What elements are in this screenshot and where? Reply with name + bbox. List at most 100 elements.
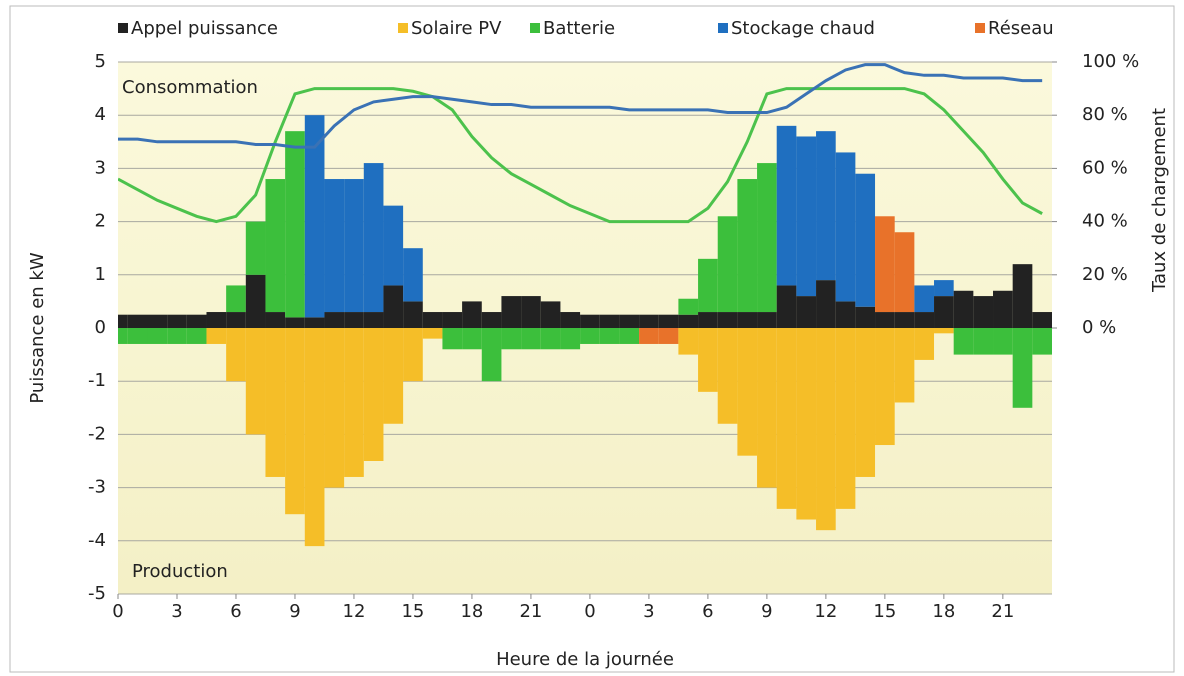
bar <box>776 125 797 286</box>
bar <box>540 301 561 328</box>
bar <box>226 312 246 328</box>
bar <box>599 314 620 328</box>
bar <box>245 221 266 275</box>
x-tick-label: 0 <box>112 601 123 622</box>
x-tick-label: 12 <box>814 601 837 622</box>
x-tick-label: 6 <box>702 601 713 622</box>
bar <box>580 328 600 344</box>
legend-swatch <box>530 23 540 33</box>
bar <box>1032 328 1052 355</box>
bar <box>737 328 758 456</box>
x-tick-label: 3 <box>643 601 654 622</box>
charge-line <box>118 87 1043 224</box>
bar <box>776 285 797 328</box>
bar <box>481 312 502 328</box>
bar <box>265 312 286 328</box>
legend-label: Batterie <box>543 18 615 39</box>
x-tick-label: 15 <box>873 601 896 622</box>
x-tick-label: 21 <box>991 601 1014 622</box>
bar <box>698 328 718 392</box>
bar <box>757 312 777 328</box>
bar <box>875 312 895 328</box>
bar <box>422 312 443 328</box>
x-tick-label: 18 <box>932 601 955 622</box>
bar <box>973 296 994 328</box>
bar <box>304 328 325 547</box>
y-tick-label: -1 <box>88 370 106 391</box>
bar <box>363 312 384 328</box>
bar <box>993 328 1013 355</box>
bar <box>206 328 227 344</box>
annotation: Consommation <box>122 77 258 98</box>
bar <box>737 179 758 313</box>
y-tick-label: -3 <box>88 477 106 498</box>
bar <box>462 301 482 328</box>
bar <box>855 328 876 477</box>
bar <box>1032 312 1052 328</box>
bar <box>737 312 758 328</box>
bar <box>678 298 699 315</box>
bar <box>265 328 286 477</box>
bar <box>226 328 246 382</box>
legend-swatch <box>718 23 728 33</box>
bar <box>698 312 718 328</box>
bar <box>560 328 581 350</box>
bar <box>265 179 286 313</box>
bar <box>796 328 817 520</box>
bar <box>678 328 699 355</box>
legend-swatch <box>398 23 408 33</box>
bar <box>363 328 384 461</box>
bar <box>835 328 856 509</box>
legend-label: Appel puissance <box>131 18 278 39</box>
bar <box>167 314 187 328</box>
data-layer <box>118 63 1052 547</box>
bar <box>245 328 266 435</box>
bar <box>658 314 679 328</box>
bar <box>599 328 620 344</box>
bar <box>127 328 148 344</box>
annotation: Production <box>132 561 228 582</box>
bar <box>186 314 207 328</box>
bar <box>934 328 954 334</box>
y2-tick-label: 100 % <box>1082 51 1139 72</box>
bar <box>698 258 718 313</box>
bar <box>560 312 581 328</box>
bar <box>324 179 345 313</box>
y2-tick-label: 80 % <box>1082 104 1128 125</box>
legend-swatch <box>975 23 985 33</box>
bar <box>816 328 836 531</box>
y-tick-label: 0 <box>95 317 106 338</box>
bar <box>757 163 777 313</box>
bar <box>953 290 974 328</box>
bar <box>619 314 640 328</box>
bar <box>796 296 817 328</box>
bar <box>776 328 797 509</box>
y-tick-label: 5 <box>95 51 106 72</box>
bar <box>501 296 522 328</box>
bar <box>304 317 325 328</box>
bar <box>285 317 305 328</box>
bar <box>835 152 856 302</box>
bar <box>816 280 836 328</box>
y2-tick-label: 40 % <box>1082 211 1128 232</box>
x-tick-label: 3 <box>171 601 182 622</box>
charge-line <box>118 63 1043 149</box>
bar <box>442 328 463 350</box>
bar <box>894 232 915 313</box>
bar <box>118 314 128 328</box>
bar <box>186 328 207 344</box>
bar <box>383 285 404 328</box>
x-tick-label: 9 <box>289 601 300 622</box>
bar <box>914 328 935 360</box>
y-tick-label: 3 <box>95 157 106 178</box>
x-tick-label: 18 <box>460 601 483 622</box>
bar <box>344 179 364 313</box>
bar <box>403 328 423 382</box>
bar <box>914 285 935 313</box>
x-axis-label: Heure de la journée <box>496 649 674 670</box>
bar <box>658 328 679 344</box>
x-tick-label: 0 <box>584 601 595 622</box>
bar <box>1012 328 1033 408</box>
y-tick-label: -2 <box>88 423 106 444</box>
